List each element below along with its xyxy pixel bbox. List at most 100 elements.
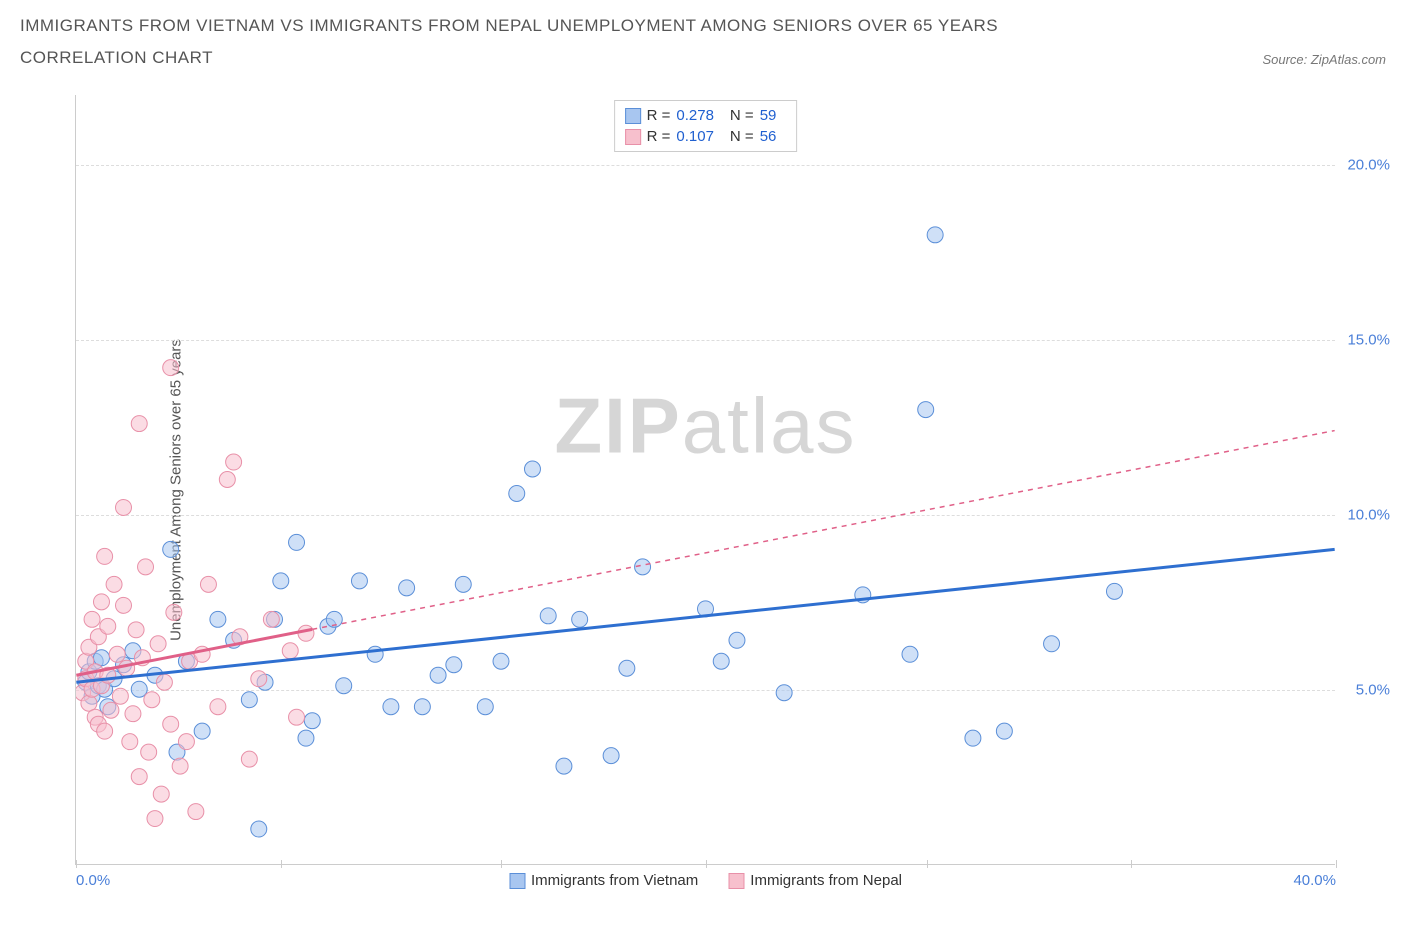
scatter-point (918, 402, 934, 418)
legend-stat-row: R = 0.107N = 56 (625, 126, 787, 147)
x-tick-label: 0.0% (76, 872, 110, 889)
scatter-point (103, 702, 119, 718)
x-tick (1336, 860, 1337, 868)
scatter-point (119, 660, 135, 676)
scatter-point (524, 461, 540, 477)
scatter-point (84, 611, 100, 627)
y-tick-label: 15.0% (1347, 332, 1390, 349)
scatter-point (226, 454, 242, 470)
scatter-point (282, 643, 298, 659)
scatter-point (298, 625, 314, 641)
scatter-point (144, 692, 160, 708)
scatter-point (996, 723, 1012, 739)
scatter-point (150, 636, 166, 652)
scatter-point (455, 576, 471, 592)
legend-n-value: 59 (760, 107, 777, 124)
scatter-point (166, 604, 182, 620)
legend-stat-row: R = 0.278N = 59 (625, 105, 787, 126)
scatter-point (251, 671, 267, 687)
y-tick-label: 10.0% (1347, 507, 1390, 524)
scatter-point (106, 576, 122, 592)
scatter-point (241, 751, 257, 767)
legend-series-item: Immigrants from Vietnam (509, 872, 698, 889)
legend-series-label: Immigrants from Nepal (750, 872, 902, 889)
scatter-point (141, 744, 157, 760)
scatter-point (156, 674, 172, 690)
legend-series-label: Immigrants from Vietnam (531, 872, 698, 889)
scatter-point (163, 541, 179, 557)
scatter-point (430, 667, 446, 683)
scatter-point (172, 758, 188, 774)
trend-line-dashed (312, 431, 1334, 630)
scatter-point (163, 716, 179, 732)
scatter-point (336, 678, 352, 694)
scatter-point (200, 576, 216, 592)
legend-r-label: R = (647, 107, 671, 124)
chart-container: Unemployment Among Seniors over 65 years… (55, 95, 1385, 885)
scatter-point (289, 709, 305, 725)
scatter-point (97, 723, 113, 739)
scatter-point (109, 646, 125, 662)
scatter-point (241, 692, 257, 708)
scatter-point (210, 611, 226, 627)
legend-swatch (728, 873, 744, 889)
scatter-point (116, 597, 132, 613)
scatter-point (97, 548, 113, 564)
scatter-point (131, 681, 147, 697)
scatter-point (131, 769, 147, 785)
legend-n-label: N = (730, 128, 754, 145)
scatter-point (219, 472, 235, 488)
scatter-point (138, 559, 154, 575)
scatter-point (251, 821, 267, 837)
scatter-point (446, 657, 462, 673)
scatter-point (147, 811, 163, 827)
scatter-point (383, 699, 399, 715)
scatter-point (509, 485, 525, 501)
scatter-point (540, 608, 556, 624)
scatter-point (619, 660, 635, 676)
scatter-point (188, 804, 204, 820)
scatter-point (965, 730, 981, 746)
scatter-point (289, 534, 305, 550)
scatter-point (351, 573, 367, 589)
scatter-point (729, 632, 745, 648)
legend-swatch (625, 129, 641, 145)
chart-title: IMMIGRANTS FROM VIETNAM VS IMMIGRANTS FR… (20, 10, 1120, 75)
scatter-point (713, 653, 729, 669)
scatter-point (194, 723, 210, 739)
scatter-point (556, 758, 572, 774)
scatter-point (902, 646, 918, 662)
scatter-point (1044, 636, 1060, 652)
legend-r-value: 0.278 (676, 107, 714, 124)
scatter-point (304, 713, 320, 729)
scatter-point (131, 416, 147, 432)
plot-area: ZIPatlas 5.0%10.0%15.0%20.0% 0.0%40.0% R… (75, 95, 1335, 865)
scatter-svg (76, 95, 1335, 864)
scatter-point (572, 611, 588, 627)
scatter-point (493, 653, 509, 669)
scatter-point (263, 611, 279, 627)
scatter-point (153, 786, 169, 802)
scatter-point (93, 594, 109, 610)
scatter-point (477, 699, 493, 715)
scatter-point (927, 227, 943, 243)
legend-swatch (509, 873, 525, 889)
scatter-point (163, 360, 179, 376)
scatter-point (776, 685, 792, 701)
legend-r-label: R = (647, 128, 671, 145)
y-tick-label: 20.0% (1347, 157, 1390, 174)
legend-series-item: Immigrants from Nepal (728, 872, 902, 889)
source-citation: Source: ZipAtlas.com (1262, 52, 1386, 67)
scatter-point (125, 706, 141, 722)
legend-swatch (625, 108, 641, 124)
scatter-point (178, 734, 194, 750)
scatter-point (1106, 583, 1122, 599)
scatter-point (112, 688, 128, 704)
scatter-point (273, 573, 289, 589)
legend-series: Immigrants from Vietnam Immigrants from N… (509, 872, 902, 889)
x-tick-label: 40.0% (1293, 872, 1336, 889)
scatter-point (100, 618, 116, 634)
scatter-point (122, 734, 138, 750)
scatter-point (116, 499, 132, 515)
scatter-point (603, 748, 619, 764)
